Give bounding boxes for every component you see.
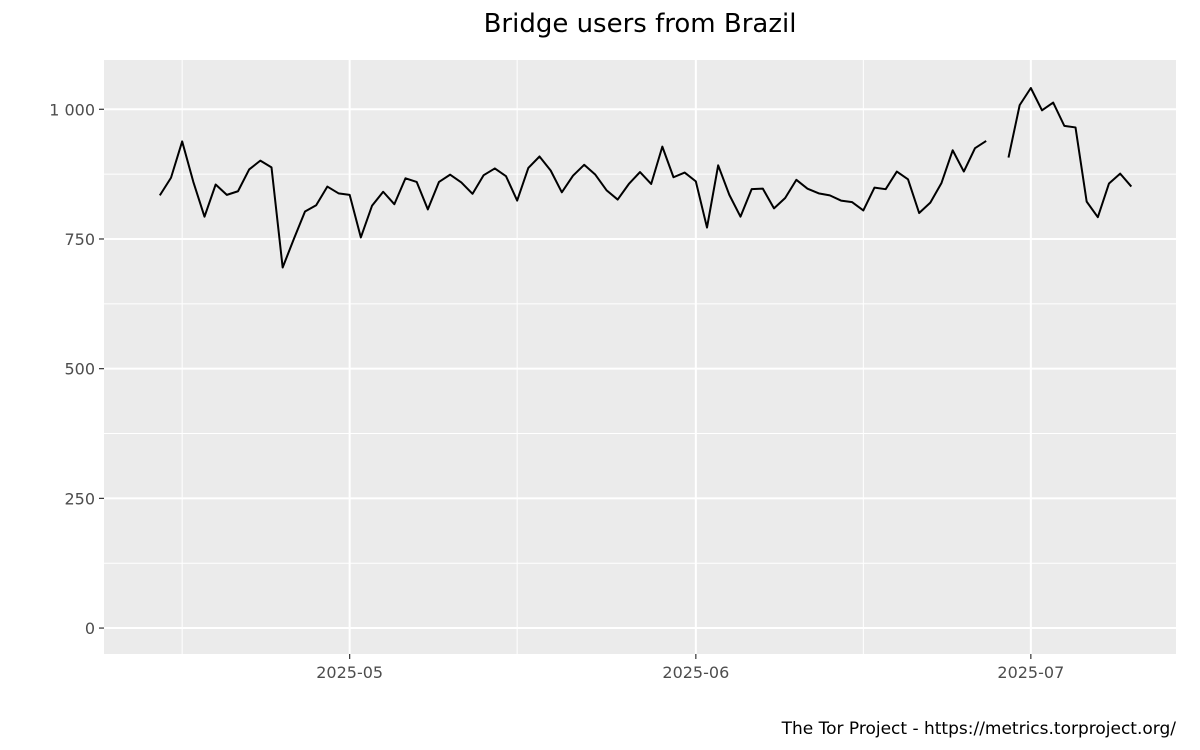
y-axis: 0 250 500 750 1 000 [49,100,104,638]
x-tick-label: 2025-07 [997,663,1064,682]
plot-panel [104,60,1176,654]
y-tick-label: 1 000 [49,100,95,119]
minor-gridlines [104,60,1176,654]
chart-caption: The Tor Project - https://metrics.torpro… [781,719,1177,739]
x-tick-label: 2025-06 [662,663,729,682]
x-axis: 2025-05 2025-06 2025-07 [316,654,1064,682]
y-tick-label: 0 [85,619,95,638]
series-layer [158,87,1133,269]
y-tick-label: 750 [64,230,95,249]
y-tick-label: 500 [64,360,95,379]
chart-title: Bridge users from Brazil [484,9,797,39]
y-tick-label: 250 [64,489,95,508]
major-gridlines [104,60,1176,654]
series-line-0 [158,87,1133,269]
x-tick-label: 2025-05 [316,663,383,682]
